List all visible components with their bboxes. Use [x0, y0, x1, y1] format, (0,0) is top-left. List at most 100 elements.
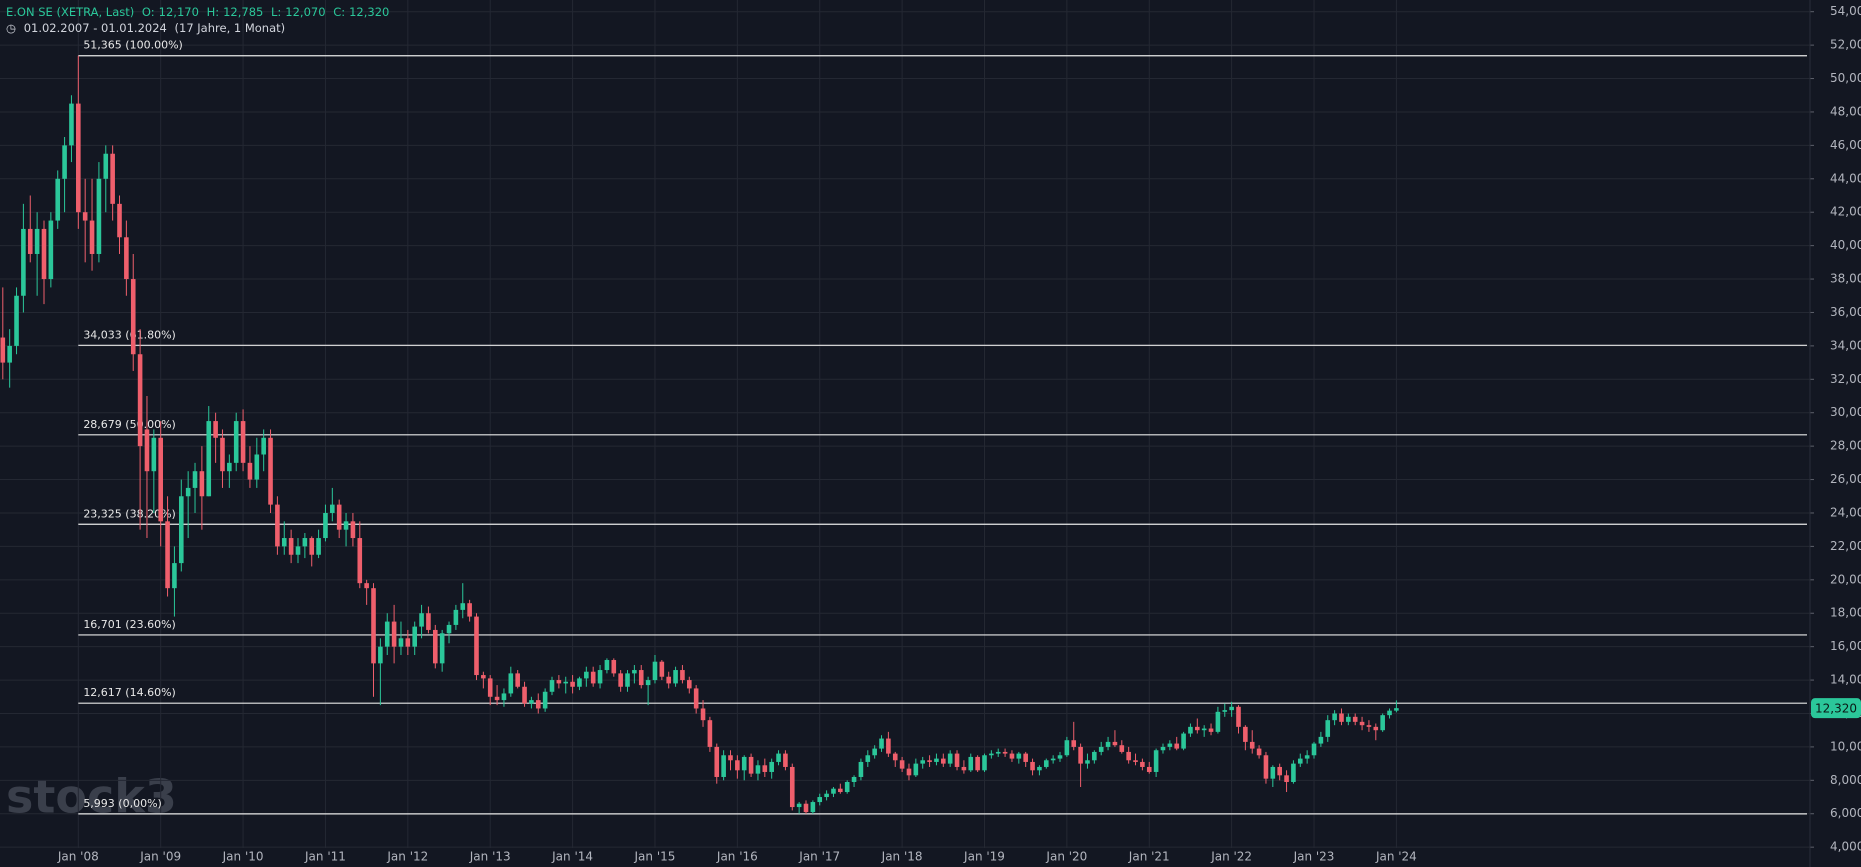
candle-body: [110, 153, 115, 204]
candle-body: [240, 421, 246, 463]
candle-body: [1085, 760, 1090, 764]
candle-body: [1167, 743, 1173, 747]
candle-body: [21, 228, 26, 296]
candle-body: [762, 765, 768, 772]
candle-body: [1256, 748, 1262, 756]
candle-body: [1243, 726, 1248, 742]
candle-body: [1037, 766, 1042, 771]
y-tick-label: 36,000: [1830, 305, 1861, 319]
candle-body: [920, 760, 926, 764]
candle-body: [343, 521, 349, 530]
candle-body: [989, 753, 994, 756]
candle-body: [577, 678, 582, 687]
candle-body: [645, 680, 651, 686]
fib-label: 23,325 (38.20%): [83, 507, 176, 520]
candle-body: [1311, 743, 1317, 756]
candle-body: [618, 673, 623, 687]
y-tick-label: 32,000: [1830, 372, 1861, 386]
quote-value: 12,320: [349, 5, 390, 19]
candle-body: [714, 746, 720, 777]
x-tick-label: Jan '16: [716, 850, 758, 864]
candle-body: [769, 761, 774, 772]
y-tick-label: 4,000: [1830, 840, 1861, 854]
candle-body: [124, 237, 129, 280]
candle-body: [144, 429, 150, 472]
candle-body: [872, 748, 877, 756]
candle-body: [1050, 758, 1056, 761]
candle-body: [192, 471, 198, 488]
candle-body: [755, 765, 761, 774]
candle-body: [185, 487, 191, 497]
x-tick-label: Jan '23: [1293, 850, 1335, 864]
candle-body: [41, 228, 47, 280]
candle-body: [975, 756, 980, 771]
y-tick-label: 20,000: [1830, 572, 1861, 586]
y-tick-label: 28,000: [1830, 439, 1861, 453]
candle-body: [1304, 755, 1310, 759]
y-tick-label: 8,000: [1830, 773, 1861, 787]
candle-body: [1352, 716, 1358, 722]
candle-body: [611, 660, 617, 674]
y-tick-label: 38,000: [1830, 272, 1861, 286]
candle-body: [817, 797, 823, 803]
candle-body: [954, 753, 960, 767]
candle-body: [151, 437, 157, 472]
candle-body: [851, 776, 857, 782]
candle-body: [1140, 761, 1145, 767]
candle-body: [330, 504, 335, 513]
candle-body: [364, 583, 369, 589]
candle-body: [1016, 753, 1022, 759]
candle-body: [378, 646, 383, 664]
candle-body: [14, 295, 19, 346]
candle-body: [1146, 766, 1152, 772]
candle-body: [1215, 711, 1221, 732]
candle-body: [309, 538, 315, 555]
x-tick-label: Jan '22: [1210, 850, 1252, 864]
candle-body: [563, 681, 569, 684]
candle-body: [604, 660, 610, 671]
candle-body: [446, 624, 452, 634]
candle-body: [1297, 758, 1303, 764]
quote-key: C:: [333, 5, 346, 19]
candle-body: [529, 700, 534, 704]
candle-body: [961, 766, 967, 771]
candle-body: [721, 755, 726, 777]
candle-body: [584, 671, 589, 679]
candle-body: [1325, 720, 1331, 737]
candle-body: [1394, 708, 1399, 711]
quote-value: 12,170: [158, 5, 199, 19]
y-tick-label: 16,000: [1830, 639, 1861, 653]
candle-body: [172, 563, 177, 589]
candle-body: [535, 700, 541, 709]
candle-body: [1373, 726, 1379, 731]
x-tick-label: Jan '09: [139, 850, 181, 864]
x-tick-label: Jan '13: [469, 850, 511, 864]
candle-body: [1201, 728, 1207, 731]
candle-body: [728, 755, 733, 761]
x-tick-label: Jan '08: [57, 850, 99, 864]
y-tick-label: 44,000: [1830, 171, 1861, 185]
candle-body: [137, 354, 143, 447]
fib-label: 34,033 (61.80%): [83, 328, 176, 341]
candle-body: [515, 673, 520, 687]
candle-body: [522, 686, 527, 704]
fib-label: 12,617 (14.60%): [83, 686, 176, 699]
x-tick-label: Jan '17: [798, 850, 840, 864]
candle-body: [810, 802, 816, 813]
candle-body: [673, 670, 678, 684]
candle-body: [336, 504, 342, 530]
candle-body: [659, 661, 665, 677]
candle-body: [288, 538, 294, 555]
y-tick-label: 14,000: [1830, 673, 1861, 687]
candle-body: [1249, 741, 1255, 749]
watermark: stock3: [6, 770, 177, 824]
candle-body: [1002, 751, 1008, 754]
y-tick-label: 30,000: [1830, 405, 1861, 419]
candle-body: [254, 454, 260, 480]
candle-body: [652, 661, 658, 681]
candle-body: [632, 670, 637, 674]
y-tick-label: 24,000: [1830, 505, 1861, 519]
candle-body: [1105, 741, 1111, 747]
